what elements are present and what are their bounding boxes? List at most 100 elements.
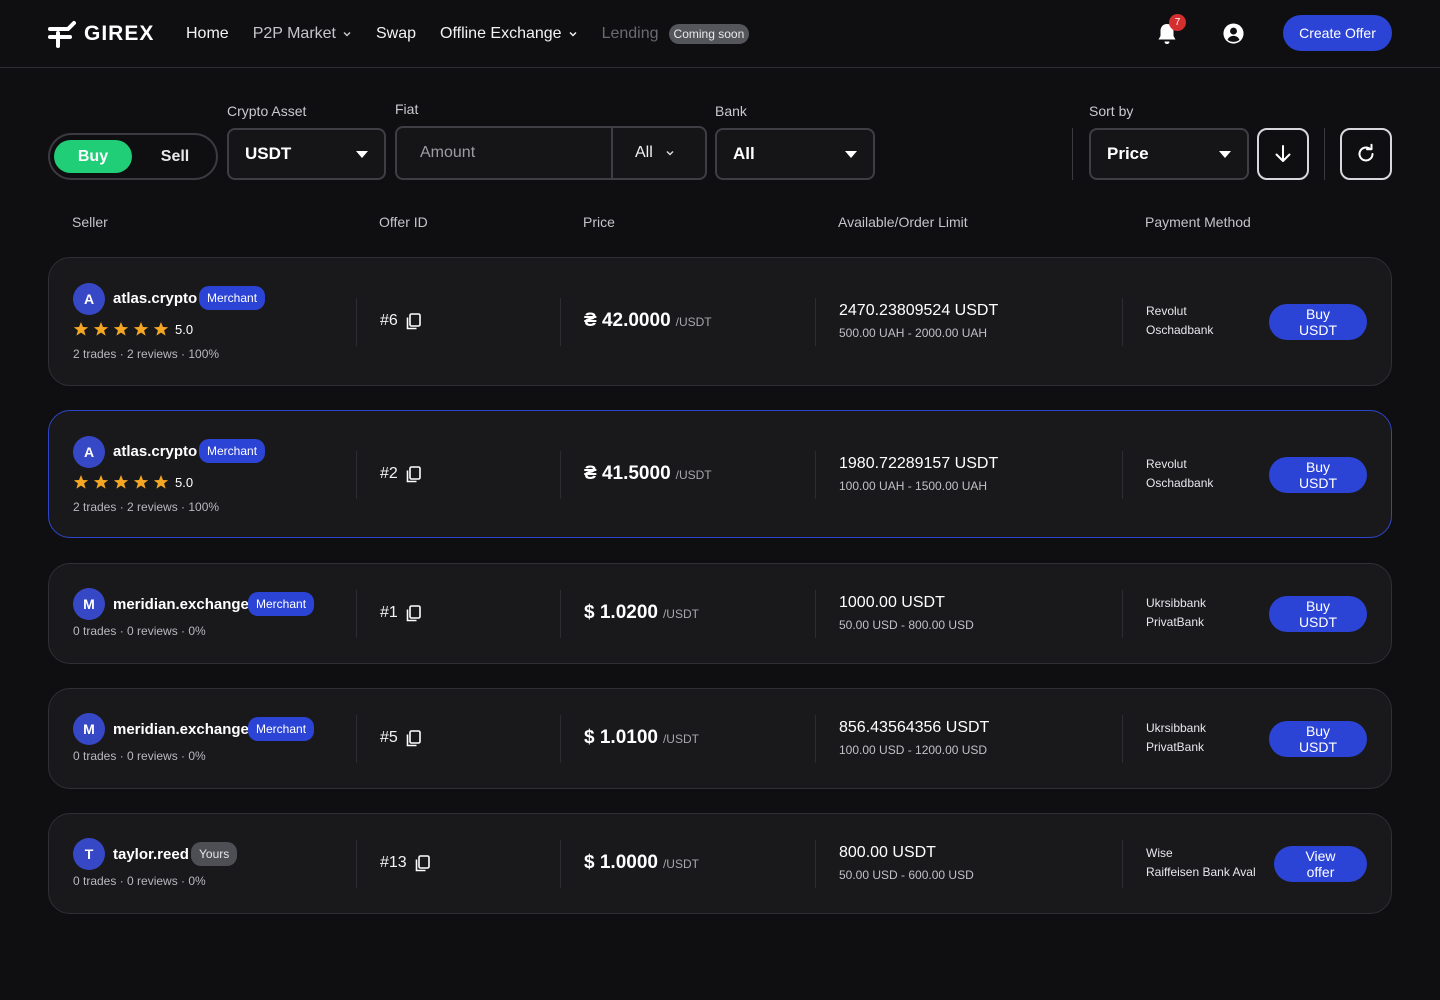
offer-row[interactable]: M meridian.exchange Merchant 0 trades · …	[48, 563, 1392, 664]
payment-method: Revolut	[1146, 457, 1187, 471]
seller-name[interactable]: atlas.crypto	[113, 443, 198, 460]
seller-stats: 2 trades · 2 reviews · 100%	[73, 500, 220, 514]
sort-by-select[interactable]: Price	[1089, 128, 1249, 180]
payment-method: Revolut	[1146, 304, 1187, 318]
seller-name[interactable]: taylor.reed	[113, 846, 189, 863]
seller-name[interactable]: meridian.exchange	[113, 596, 249, 613]
payment-method: Oschadbank	[1146, 476, 1214, 490]
price: ₴ 41.5000 /USDT	[584, 463, 712, 485]
offer-id: #6	[380, 312, 421, 330]
column-payment-method: Payment Method	[1145, 214, 1251, 230]
cell-divider	[356, 451, 357, 499]
price-unit: /USDT	[662, 732, 699, 746]
star-icon	[133, 475, 149, 489]
nav-home[interactable]: Home	[186, 25, 229, 42]
brand-logo[interactable]: GIREX	[48, 19, 154, 49]
buy-usdt-button[interactable]: Buy USDT	[1269, 721, 1367, 757]
price-value: ₴ 42.0000	[584, 310, 671, 331]
buy-tab[interactable]: Buy	[54, 140, 132, 173]
merchant-badge: Merchant	[199, 439, 266, 463]
order-limit: 100.00 UAH - 1500.00 UAH	[839, 479, 988, 493]
bank-label: Bank	[715, 103, 747, 119]
star-rating: 5.0	[73, 321, 193, 337]
copy-icon[interactable]	[406, 312, 421, 330]
rating-value: 5.0	[175, 321, 194, 337]
column-seller: Seller	[72, 214, 108, 230]
star-icon	[113, 475, 129, 489]
star-icon	[153, 322, 169, 336]
star-icon	[153, 475, 169, 489]
create-offer-button[interactable]: Create Offer	[1283, 15, 1392, 51]
cell-divider	[560, 840, 561, 888]
caret-down-icon	[1219, 151, 1231, 158]
crypto-asset-label: Crypto Asset	[227, 103, 307, 119]
arrow-down-icon	[1275, 145, 1291, 162]
nav-p2p-market[interactable]: P2P Market	[253, 25, 352, 43]
user-account-icon[interactable]	[1222, 22, 1245, 45]
cell-divider	[815, 590, 816, 638]
girex-logo-icon	[48, 21, 76, 48]
nav-offline-exchange[interactable]: Offline Exchange	[440, 25, 578, 43]
price: $ 1.0200 /USDT	[584, 602, 699, 624]
payment-method: Raiffeisen Bank Aval	[1146, 865, 1256, 879]
copy-icon[interactable]	[406, 465, 421, 483]
cell-divider	[356, 590, 357, 638]
offer-row[interactable]: T taylor.reed Yours 0 trades · 0 reviews…	[48, 813, 1392, 914]
payment-method: Ukrsibbank	[1146, 596, 1207, 610]
copy-icon[interactable]	[406, 604, 421, 622]
offer-id: #5	[380, 729, 421, 747]
buy-usdt-button[interactable]: Buy USDT	[1269, 596, 1367, 632]
price-value: $ 1.0100	[584, 727, 658, 748]
buy-usdt-button[interactable]: Buy USDT	[1269, 457, 1367, 493]
avatar: A	[73, 283, 105, 315]
buy-sell-toggle: Buy Sell	[48, 133, 218, 180]
view-offer-button[interactable]: View offer	[1274, 846, 1367, 882]
cell-divider	[1122, 840, 1123, 888]
price: ₴ 42.0000 /USDT	[584, 310, 712, 332]
crypto-asset-select[interactable]: USDT	[227, 128, 386, 180]
available-amount: 1980.72289157 USDT	[839, 455, 999, 472]
nav-lending: Lending Coming soon	[602, 24, 750, 44]
payment-methods: Revolut Oschadbank	[1146, 302, 1213, 340]
offer-row[interactable]: M meridian.exchange Merchant 0 trades · …	[48, 688, 1392, 789]
nav-swap[interactable]: Swap	[375, 25, 417, 42]
seller-name[interactable]: atlas.crypto	[113, 290, 198, 307]
amount-input[interactable]	[397, 128, 611, 178]
payment-methods: Wise Raiffeisen Bank Aval	[1146, 844, 1256, 882]
buy-usdt-button[interactable]: Buy USDT	[1269, 304, 1367, 340]
rating-value: 5.0	[175, 474, 194, 490]
sell-tab[interactable]: Sell	[160, 147, 190, 165]
cell-divider	[560, 451, 561, 499]
refresh-button[interactable]	[1340, 128, 1392, 180]
fiat-currency-select[interactable]: All	[613, 128, 705, 178]
crypto-asset-value: USDT	[245, 144, 292, 163]
avatar: T	[73, 838, 105, 870]
sort-direction-button[interactable]	[1257, 128, 1309, 180]
price-value: ₴ 41.5000	[584, 463, 671, 484]
offer-row[interactable]: A atlas.crypto Merchant 5.0 2 trades · 2…	[48, 257, 1392, 386]
price-value: $ 1.0000	[584, 852, 658, 873]
available-amount: 2470.23809524 USDT	[839, 302, 999, 319]
column-available: Available/Order Limit	[838, 214, 968, 230]
payment-method: Oschadbank	[1146, 323, 1214, 337]
caret-down-icon	[845, 151, 857, 158]
seller-stats: 2 trades · 2 reviews · 100%	[73, 347, 220, 361]
sort-by-value: Price	[1107, 144, 1149, 163]
seller-name[interactable]: meridian.exchange	[113, 721, 249, 738]
copy-icon[interactable]	[415, 854, 430, 872]
offer-id: #1	[380, 604, 421, 622]
available-amount: 800.00 USDT	[839, 844, 936, 861]
copy-icon[interactable]	[406, 729, 421, 747]
offer-id: #2	[380, 465, 421, 483]
star-icon	[93, 322, 109, 336]
payment-method: PrivatBank	[1146, 615, 1205, 629]
caret-down-icon	[356, 151, 368, 158]
payment-method: PrivatBank	[1146, 740, 1205, 754]
offer-row[interactable]: A atlas.crypto Merchant 5.0 2 trades · 2…	[48, 410, 1392, 538]
cell-divider	[356, 298, 357, 346]
column-offer-id: Offer ID	[379, 214, 428, 230]
bank-select[interactable]: All	[715, 128, 875, 180]
price-value: $ 1.0200	[584, 602, 658, 623]
merchant-badge: Merchant	[199, 286, 266, 310]
nav-lending-label: Lending	[601, 25, 659, 42]
